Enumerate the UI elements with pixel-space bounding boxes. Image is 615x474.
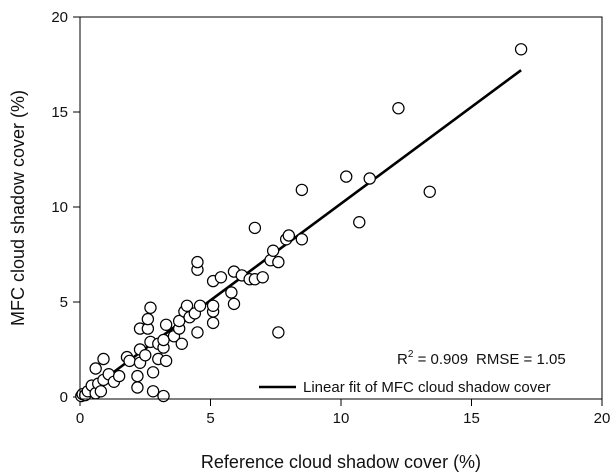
data-point-26 [146, 366, 160, 379]
data-point-27 [146, 385, 160, 398]
data-point-8 [89, 362, 102, 375]
r2-superscript: 2 [408, 349, 414, 360]
y-axis-title: MFC cloud shadow cover (%) [8, 90, 28, 326]
data-point-15 [123, 354, 136, 368]
data-point-69 [353, 215, 366, 229]
data-point-24 [144, 301, 157, 314]
y-tick-label-3: 15 [51, 104, 68, 121]
y-tick-label-2: 10 [51, 199, 68, 216]
data-point-9 [97, 352, 110, 366]
x-tick-label-1: 5 [206, 410, 214, 427]
data-point-71 [392, 101, 405, 115]
stats-annotation: R2 = 0.909 RMSE = 1.05 [397, 349, 566, 368]
x-tick-label-2: 10 [333, 410, 350, 427]
r2-value: = 0.909 [413, 351, 468, 368]
data-point-45 [191, 255, 204, 269]
data-point-21 [139, 349, 152, 362]
data-point-46 [193, 299, 207, 312]
data-point-58 [248, 221, 262, 235]
data-point-40 [180, 299, 194, 312]
data-point-65 [282, 229, 295, 242]
data-point-48 [206, 299, 220, 312]
x-axis-title: Reference cloud shadow cover (%) [201, 452, 481, 472]
data-point-32 [159, 318, 173, 331]
data-point-66 [295, 233, 309, 246]
data-point-38 [175, 337, 188, 350]
legend-label: Linear fit of MFC cloud shadow cover [303, 379, 551, 396]
point-layer [75, 43, 528, 403]
data-point-7 [94, 385, 108, 398]
data-point-61 [266, 244, 280, 257]
data-point-68 [340, 170, 353, 183]
data-point-51 [214, 271, 228, 284]
data-point-13 [112, 369, 126, 383]
data-point-63 [272, 326, 285, 339]
data-point-17 [131, 381, 144, 394]
data-point-34 [157, 389, 170, 403]
data-point-70 [363, 172, 376, 185]
rmse-value: RMSE = 1.05 [476, 351, 566, 368]
y-tick-label-4: 20 [51, 9, 68, 26]
data-point-43 [191, 326, 204, 339]
y-tick-label-0: 0 [60, 389, 68, 406]
data-point-23 [141, 312, 155, 326]
data-point-49 [206, 316, 220, 330]
tick-layer: 0 5 10 15 20 0 5 10 15 20 [51, 9, 610, 427]
data-point-33 [159, 354, 173, 368]
data-point-52 [225, 286, 238, 299]
data-point-67 [295, 183, 309, 197]
x-tick-label-0: 0 [76, 410, 84, 427]
data-point-16 [131, 369, 144, 383]
y-tick-label-1: 5 [60, 294, 68, 311]
x-tick-label-3: 15 [463, 410, 480, 427]
x-tick-label-4: 20 [594, 410, 611, 427]
r2-prefix: R [397, 351, 408, 368]
data-point-62 [272, 255, 285, 269]
plot-frame [79, 16, 603, 400]
data-point-54 [227, 297, 241, 311]
data-point-59 [256, 271, 269, 284]
data-point-31 [157, 333, 170, 347]
data-point-72 [423, 185, 436, 198]
data-point-73 [514, 43, 528, 56]
